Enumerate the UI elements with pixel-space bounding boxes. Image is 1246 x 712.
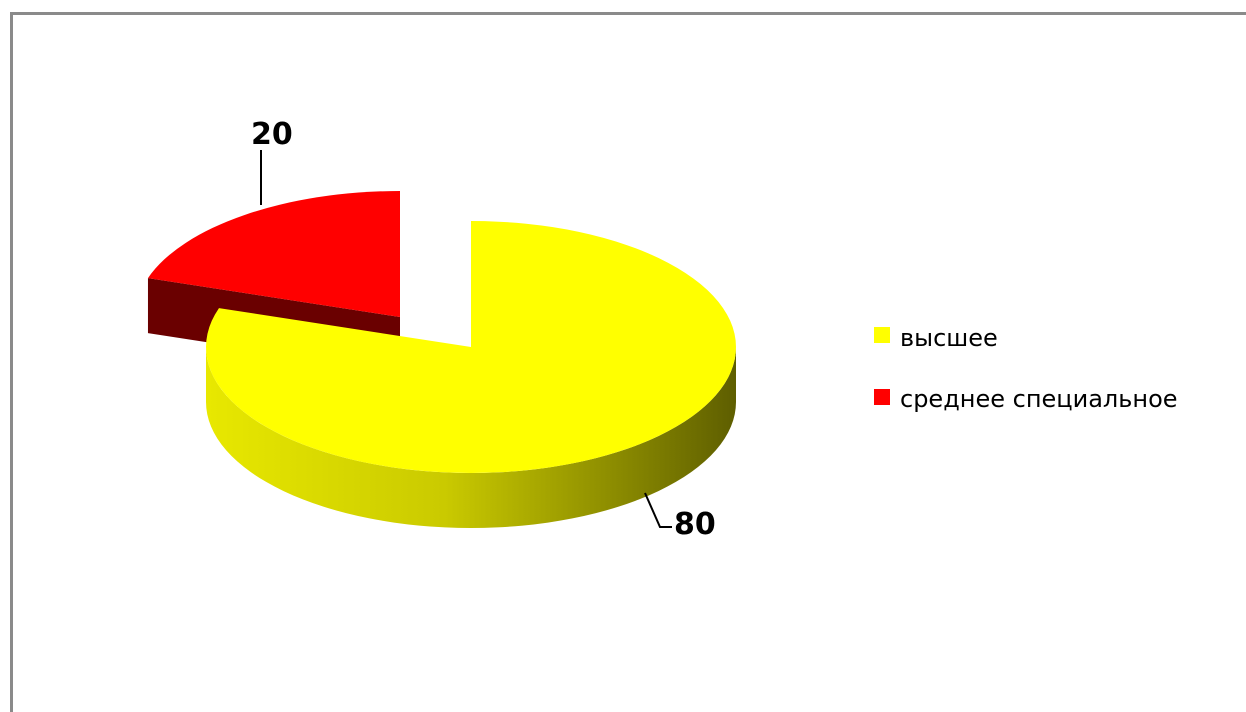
legend: высшее среднее специальное <box>874 324 1178 413</box>
legend-label-0: высшее <box>900 324 998 352</box>
slice-top-srednee <box>147 191 400 317</box>
slice-top-vysshee <box>206 221 736 473</box>
data-label-80: 80 <box>674 507 716 542</box>
pie-slice-0 <box>206 221 736 528</box>
slice-side-vysshee <box>206 347 736 528</box>
data-label-20: 20 <box>251 117 293 152</box>
data-labels: 20 80 <box>251 117 716 542</box>
legend-label-1: среднее специальное <box>900 385 1178 413</box>
legend-swatch-red <box>874 389 890 405</box>
legend-swatch-yellow <box>874 327 890 343</box>
leader-line-80 <box>644 492 672 528</box>
